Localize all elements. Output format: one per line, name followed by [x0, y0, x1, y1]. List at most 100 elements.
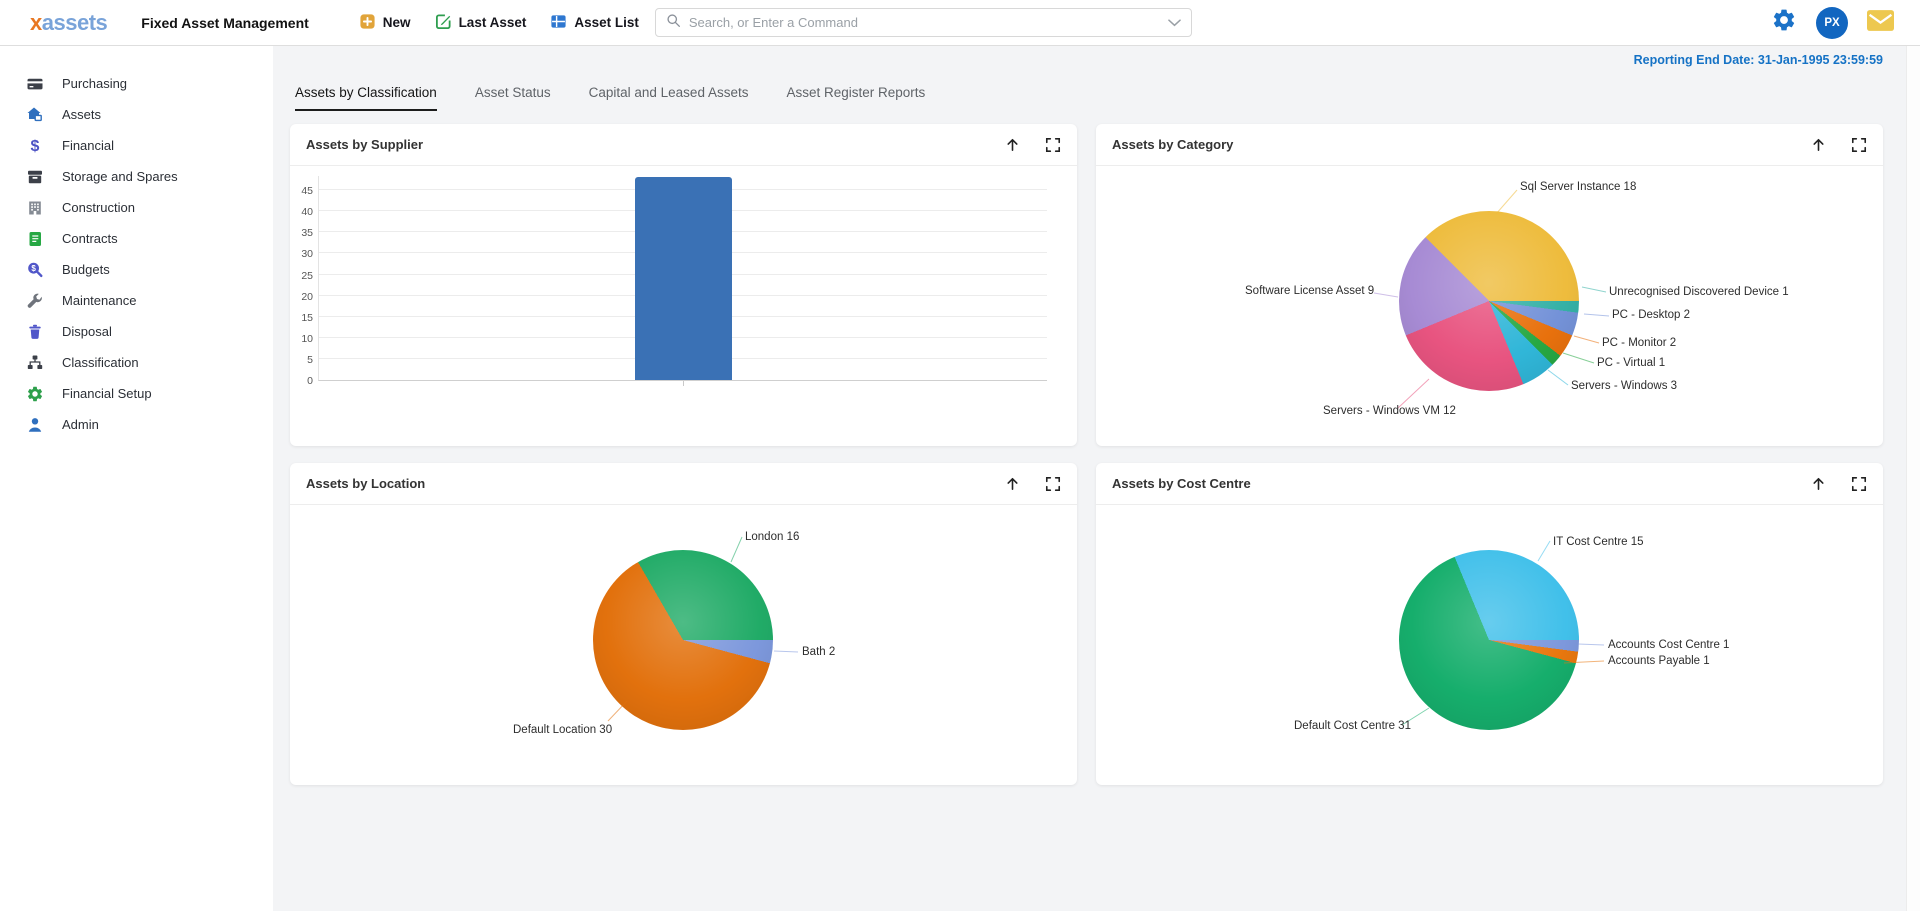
card-assets-by-cost-centre: Assets by Cost Centre — [1096, 463, 1883, 785]
card-title: Assets by Supplier — [306, 137, 424, 152]
person-icon — [25, 416, 45, 434]
chevron-down-icon[interactable] — [1168, 14, 1181, 32]
supplier-bar-chart: 0 5 10 15 20 25 30 35 40 45 — [290, 166, 1077, 445]
sidebar-label: Purchasing — [62, 76, 128, 91]
pie — [1399, 550, 1579, 730]
sidebar-item-purchasing[interactable]: Purchasing — [0, 68, 273, 99]
credit-card-icon — [25, 75, 45, 93]
bar-plot — [318, 176, 1047, 386]
card-actions — [1810, 136, 1867, 153]
logo-x: x — [30, 9, 42, 35]
sidebar-item-financial[interactable]: $ Financial — [0, 130, 273, 161]
logo-assets: assets — [41, 9, 108, 35]
location-pie-chart: London 16 Bath 2 Default Location 30 — [290, 505, 1077, 784]
card-header: Assets by Cost Centre — [1096, 463, 1883, 505]
sidebar-label: Classification — [62, 355, 139, 370]
tab-asset-status[interactable]: Asset Status — [474, 85, 551, 100]
tab-asset-register-reports[interactable]: Asset Register Reports — [786, 85, 926, 100]
card-actions — [1004, 136, 1061, 153]
card-title: Assets by Category — [1112, 137, 1234, 152]
pie-label: Unrecognised Discovered Device 1 — [1609, 286, 1789, 298]
export-icon[interactable] — [1004, 136, 1021, 153]
sidebar-item-maintenance[interactable]: Maintenance — [0, 285, 273, 316]
pie-label: IT Cost Centre 15 — [1553, 536, 1644, 548]
sidebar-label: Contracts — [62, 231, 118, 246]
tab-capital-and-leased-assets[interactable]: Capital and Leased Assets — [588, 85, 749, 100]
pie-label: Accounts Cost Centre 1 — [1608, 639, 1730, 651]
card-body: Sql Server Instance 18 Software License … — [1096, 166, 1883, 445]
category-pie-chart: Sql Server Instance 18 Software License … — [1096, 166, 1883, 445]
export-icon[interactable] — [1810, 136, 1827, 153]
sitemap-icon — [25, 354, 45, 372]
new-button[interactable]: New — [359, 13, 411, 33]
search-combobox[interactable] — [654, 8, 1192, 37]
fullscreen-icon[interactable] — [1045, 476, 1061, 492]
pie-label: Software License Asset 9 — [1245, 285, 1375, 297]
sidebar-item-contracts[interactable]: Contracts — [0, 223, 273, 254]
contract-book-icon — [25, 230, 45, 248]
sidebar-item-storage-and-spares[interactable]: Storage and Spares — [0, 161, 273, 192]
card-body: IT Cost Centre 15 Accounts Cost Centre 1… — [1096, 505, 1883, 784]
pie-label: Servers - Windows 3 — [1571, 380, 1678, 392]
tab-assets-by-classification[interactable]: Assets by Classification — [295, 85, 437, 111]
top-right-actions: PX — [1771, 6, 1894, 39]
wrench-icon — [25, 292, 45, 310]
vertical-scrollbar[interactable] — [1906, 46, 1920, 911]
asset-list-button[interactable]: Asset List — [550, 13, 639, 33]
new-plus-icon — [359, 13, 376, 33]
house-asset-icon — [25, 106, 45, 124]
export-icon[interactable] — [1810, 475, 1827, 492]
sidebar-label: Construction — [62, 200, 135, 215]
pie-label: Sql Server Instance 18 — [1520, 181, 1637, 193]
sidebar-item-disposal[interactable]: Disposal — [0, 316, 273, 347]
sidebar-label: Assets — [62, 107, 102, 122]
card-body: London 16 Bath 2 Default Location 30 — [290, 505, 1077, 784]
card-header: Assets by Supplier — [290, 124, 1077, 166]
top-bar: xassets Fixed Asset Management New Last … — [0, 0, 1920, 46]
x-axis-tick — [683, 381, 684, 386]
sidebar-label: Disposal — [62, 324, 112, 339]
pie — [593, 550, 773, 730]
storage-box-icon — [25, 168, 45, 186]
card-actions — [1004, 475, 1061, 492]
pie-label: Bath 2 — [802, 646, 836, 658]
sidebar-item-financial-setup[interactable]: Financial Setup — [0, 378, 273, 409]
sidebar-label: Financial Setup — [62, 386, 152, 401]
sidebar-item-assets[interactable]: Assets — [0, 99, 273, 130]
building-icon — [25, 199, 45, 217]
reporting-date-row: Reporting End Date: 31-Jan-1995 23:59:59 — [273, 46, 1920, 73]
card-body: 0 5 10 15 20 25 30 35 40 45 — [290, 166, 1077, 445]
card-title: Assets by Cost Centre — [1112, 476, 1251, 491]
mail-envelope-icon[interactable] — [1867, 9, 1894, 36]
fullscreen-icon[interactable] — [1851, 476, 1867, 492]
card-assets-by-category: Assets by Category — [1096, 124, 1883, 446]
sidebar-item-admin[interactable]: Admin — [0, 409, 273, 440]
pie-label: London 16 — [745, 531, 800, 543]
app-logo[interactable]: xassets — [30, 9, 108, 36]
fullscreen-icon[interactable] — [1851, 137, 1867, 153]
sidebar: Purchasing Assets $ Financial Storage an… — [0, 46, 273, 911]
reporting-end-date[interactable]: Reporting End Date: 31-Jan-1995 23:59:59 — [1633, 53, 1883, 67]
export-icon[interactable] — [1004, 475, 1021, 492]
green-gear-icon — [25, 385, 45, 403]
sidebar-item-classification[interactable]: Classification — [0, 347, 273, 378]
svg-text:$: $ — [31, 263, 36, 272]
search-input[interactable] — [688, 15, 1168, 30]
pie-label: PC - Virtual 1 — [1597, 357, 1666, 369]
app-title: Fixed Asset Management — [141, 14, 309, 31]
sidebar-label: Admin — [62, 417, 99, 432]
quick-actions: New Last Asset Asset List — [359, 13, 639, 33]
sidebar-label: Maintenance — [62, 293, 137, 308]
budget-magnifier-icon: $ — [25, 261, 45, 279]
settings-gear-icon[interactable] — [1771, 7, 1797, 38]
last-asset-button[interactable]: Last Asset — [435, 13, 527, 33]
fullscreen-icon[interactable] — [1045, 137, 1061, 153]
card-title: Assets by Location — [306, 476, 426, 491]
last-asset-label: Last Asset — [458, 15, 527, 30]
pie-label: PC - Monitor 2 — [1602, 337, 1677, 349]
pie-label: Servers - Windows VM 12 — [1323, 405, 1456, 417]
sidebar-item-budgets[interactable]: $ Budgets — [0, 254, 273, 285]
pie-label: Default Cost Centre 31 — [1294, 720, 1411, 732]
user-avatar[interactable]: PX — [1816, 6, 1848, 39]
sidebar-item-construction[interactable]: Construction — [0, 192, 273, 223]
